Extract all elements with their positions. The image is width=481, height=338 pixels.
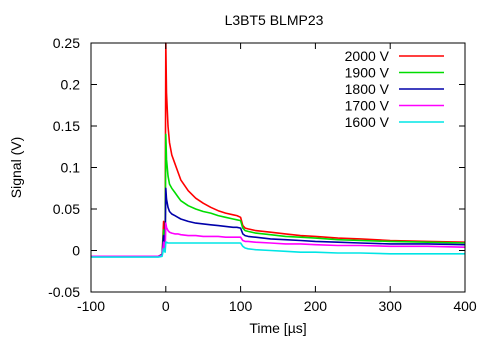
y-tick-label: 0.15 <box>53 118 80 134</box>
series-line-5 <box>91 241 465 258</box>
legend-label: 2000 V <box>345 48 390 64</box>
y-tick-label: 0.2 <box>61 77 81 93</box>
chart-title: L3BT5 BLMP23 <box>225 12 324 28</box>
legend-label: 1800 V <box>345 81 390 97</box>
x-tick-label: 400 <box>453 298 477 314</box>
legend-label: 1600 V <box>345 114 390 130</box>
y-tick-label: -0.05 <box>48 284 80 300</box>
legend-label: 1900 V <box>345 65 390 81</box>
x-axis-title: Time [µs] <box>249 320 306 336</box>
y-tick-label: 0 <box>72 243 80 259</box>
x-tick-label: 300 <box>379 298 403 314</box>
x-axis: -100 0 100 200 300 400 <box>77 43 477 314</box>
x-tick-label: 200 <box>304 298 328 314</box>
y-axis-title: Signal (V) <box>8 137 24 198</box>
legend-label: 1700 V <box>345 98 390 114</box>
series-line-2 <box>91 133 466 258</box>
x-tick-label: 0 <box>162 298 170 314</box>
series-line-1 <box>91 42 466 258</box>
series-group <box>91 42 466 258</box>
series-line-4 <box>91 222 466 258</box>
plot-frame <box>90 42 466 293</box>
x-tick-label: 100 <box>229 298 253 314</box>
y-tick-label: 0.05 <box>53 201 80 217</box>
y-tick-label: 0.1 <box>61 160 81 176</box>
y-axis: -0.05 0 0.05 0.1 0.15 0.2 0.25 <box>48 35 465 300</box>
series-line-3 <box>91 187 466 258</box>
y-tick-label: 0.25 <box>53 35 80 51</box>
x-tick-label: -100 <box>77 298 105 314</box>
